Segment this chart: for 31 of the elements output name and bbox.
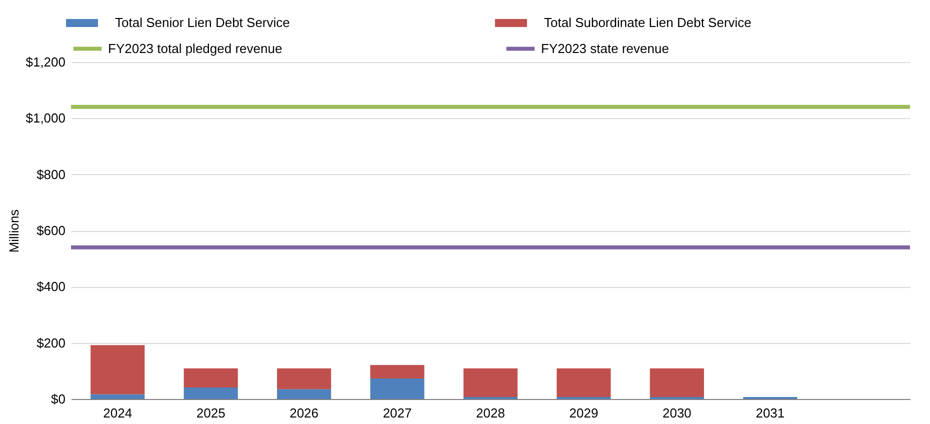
y-tick-label: $400 (36, 279, 66, 294)
y-tick-label: $600 (36, 223, 66, 238)
x-tick-label: 2031 (756, 406, 785, 420)
x-tick-label: 2029 (569, 406, 598, 420)
bar (90, 345, 145, 394)
y-tick-label: $0 (51, 392, 66, 406)
x-tick-label: 2027 (382, 406, 412, 420)
y-tick-label: $1,000 (26, 110, 66, 126)
y-tick-label: $800 (36, 166, 66, 182)
y-tick-label: $1,200 (26, 54, 66, 70)
x-tick-label: 2028 (476, 406, 505, 420)
bar (277, 389, 332, 399)
bar (184, 368, 238, 388)
bar (277, 368, 332, 390)
y-tick-label: $200 (36, 335, 66, 350)
x-tick-label: 2030 (662, 406, 692, 420)
y-axis-title: Millions (6, 208, 22, 253)
bar (556, 368, 611, 398)
legend-label: FY2023 total pledged revenue (108, 40, 282, 56)
x-tick-label: 2024 (103, 406, 132, 420)
bar (90, 394, 145, 399)
legend-label: Total Subordinate Lien Debt Service (544, 15, 752, 30)
bar (370, 365, 424, 378)
bar (463, 368, 518, 398)
bar (370, 378, 424, 399)
bar (184, 387, 238, 399)
x-tick-label: 2025 (196, 406, 226, 420)
legend-label: FY2023 state revenue (541, 40, 669, 56)
bar (650, 368, 704, 398)
x-tick-label: 2026 (290, 406, 319, 420)
legend-label: Total Senior Lien Debt Service (115, 15, 290, 30)
